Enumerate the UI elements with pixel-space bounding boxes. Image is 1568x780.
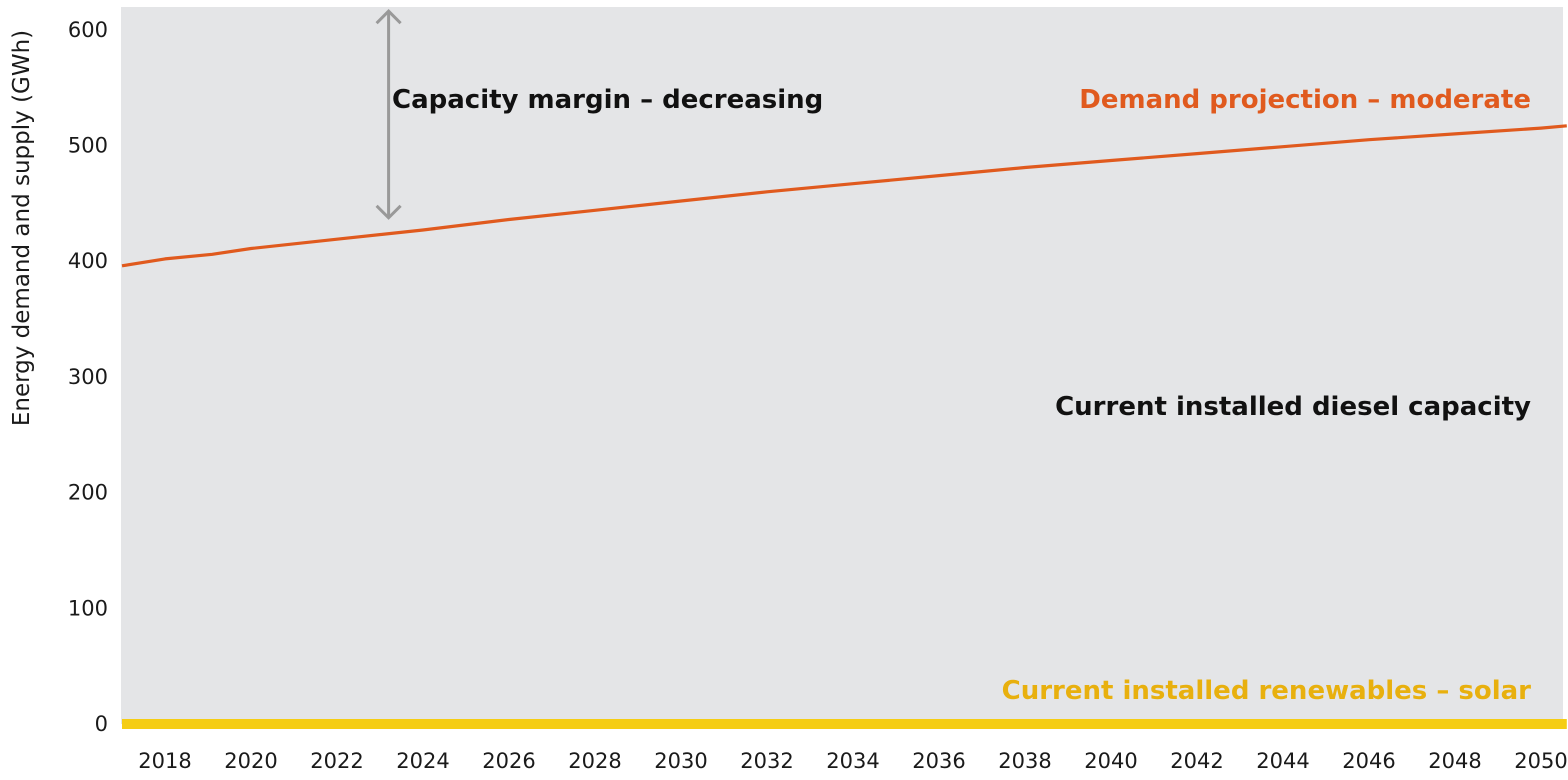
y-tick-label: 0 bbox=[95, 712, 108, 736]
x-tick-label: 2022 bbox=[310, 749, 363, 773]
x-tick-label: 2024 bbox=[396, 749, 449, 773]
y-axis-ticks: 0 100 200 300 400 500 600 bbox=[68, 18, 108, 736]
x-tick-label: 2050 bbox=[1514, 749, 1567, 773]
x-tick-label: 2034 bbox=[826, 749, 879, 773]
annotation-capacity-margin: Capacity margin – decreasing bbox=[392, 85, 823, 115]
y-tick-label: 100 bbox=[68, 596, 108, 620]
series-line-demand bbox=[121, 124, 1567, 268]
x-tick-label: 2042 bbox=[1170, 749, 1223, 773]
x-tick-label: 2040 bbox=[1084, 749, 1137, 773]
x-tick-label: 2036 bbox=[912, 749, 965, 773]
annotation-diesel-capacity: Current installed diesel capacity bbox=[1055, 392, 1531, 422]
x-tick-label: 2032 bbox=[740, 749, 793, 773]
x-tick-label: 2020 bbox=[224, 749, 277, 773]
x-axis-ticks: 2018 2020 2022 2024 2026 2028 2030 2032 2034 2036… bbox=[138, 749, 1567, 773]
y-tick-label: 200 bbox=[68, 481, 108, 505]
x-tick-label: 2046 bbox=[1342, 749, 1395, 773]
y-tick-label: 600 bbox=[68, 18, 108, 42]
arrow-head-bottom bbox=[375, 204, 402, 220]
series-lines bbox=[121, 124, 1567, 729]
x-tick-label: 2038 bbox=[998, 749, 1051, 773]
y-tick-label: 400 bbox=[68, 249, 108, 273]
x-tick-label: 2018 bbox=[138, 749, 191, 773]
y-axis-label: Energy demand and supply (GWh) bbox=[9, 30, 35, 426]
capacity-margin-arrow bbox=[375, 9, 402, 220]
annotation-demand-projection: Demand projection – moderate bbox=[1079, 85, 1531, 115]
plot-area-background bbox=[121, 7, 1563, 724]
arrow-head-top bbox=[375, 9, 402, 25]
annotation-solar-renewables: Current installed renewables – solar bbox=[1002, 676, 1532, 706]
x-tick-label: 2048 bbox=[1428, 749, 1481, 773]
x-tick-label: 2028 bbox=[568, 749, 621, 773]
x-tick-label: 2026 bbox=[482, 749, 535, 773]
y-tick-label: 500 bbox=[68, 134, 108, 158]
y-tick-label: 300 bbox=[68, 365, 108, 389]
x-tick-label: 2044 bbox=[1256, 749, 1309, 773]
x-tick-label: 2030 bbox=[654, 749, 707, 773]
